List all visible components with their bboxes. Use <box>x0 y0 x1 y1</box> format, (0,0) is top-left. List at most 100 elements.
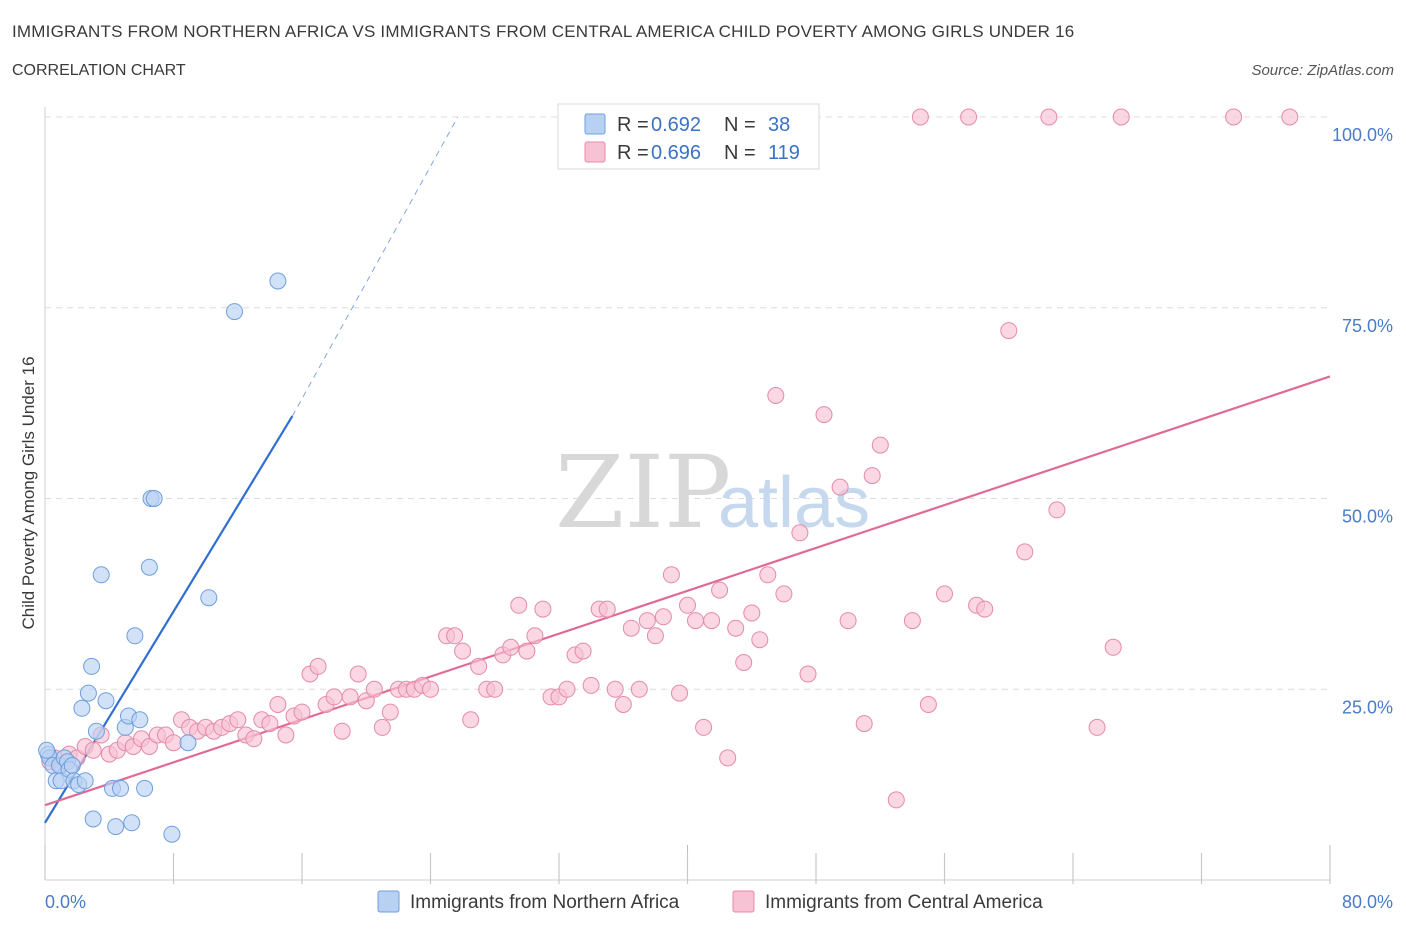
point-pink-80 <box>687 612 704 630</box>
point-pink-116 <box>1281 108 1299 126</box>
point-pink-50 <box>446 627 464 645</box>
point-pink-73 <box>630 680 648 698</box>
legend-n-value-2: 119 <box>768 142 800 164</box>
point-pink-92 <box>791 524 809 542</box>
point-blue-29 <box>140 558 158 576</box>
point-pink-75 <box>646 627 664 645</box>
point-pink-55 <box>486 680 504 698</box>
point-pink-69 <box>598 600 616 618</box>
point-blue-26 <box>126 627 144 645</box>
point-pink-71 <box>614 696 632 713</box>
series-legend-swatch-pink <box>732 890 755 913</box>
legend-r-label-1: R = <box>617 114 649 136</box>
point-pink-64 <box>558 680 576 698</box>
point-pink-95 <box>831 478 849 496</box>
point-blue-22 <box>112 779 129 797</box>
point-pink-77 <box>662 566 680 584</box>
point-blue-37 <box>38 741 56 759</box>
point-pink-105 <box>976 600 994 618</box>
point-pink-37 <box>333 722 351 740</box>
y-axis-label: Child Poverty Among Girls Under 16 <box>19 356 38 629</box>
series-legend-label-blue: Immigrants from Northern Africa <box>410 892 680 913</box>
point-pink-108 <box>1048 501 1066 519</box>
point-blue-28 <box>136 779 154 797</box>
point-pink-83 <box>711 581 729 599</box>
point-pink-109 <box>1088 718 1106 736</box>
point-pink-100 <box>887 791 905 809</box>
point-pink-48 <box>422 680 439 698</box>
watermark: ZIP atlas <box>555 434 870 551</box>
y-tick-label-3: 100.0% <box>1332 125 1393 145</box>
point-blue-12 <box>73 699 91 717</box>
point-pink-57 <box>502 638 520 656</box>
point-blue-16 <box>84 810 102 828</box>
point-pink-61 <box>534 600 552 618</box>
point-blue-17 <box>87 722 105 740</box>
point-blue-13 <box>76 772 94 790</box>
point-pink-89 <box>759 566 777 584</box>
point-pink-90 <box>767 387 785 404</box>
y-tick-label-1: 50.0% <box>1342 507 1393 527</box>
point-pink-78 <box>671 684 688 702</box>
legend-swatch-pink <box>584 141 606 163</box>
point-pink-74 <box>638 612 656 630</box>
point-blue-19 <box>97 692 115 710</box>
point-pink-16 <box>165 734 182 752</box>
legend-r-label-2: R = <box>617 142 649 164</box>
point-pink-106 <box>1000 322 1018 340</box>
point-pink-113 <box>1040 108 1058 126</box>
point-blue-18 <box>92 566 110 584</box>
point-pink-32 <box>293 703 311 721</box>
point-pink-28 <box>261 715 279 733</box>
point-pink-41 <box>365 680 383 698</box>
point-pink-60 <box>526 627 544 645</box>
chart-subtitle: CORRELATION CHART <box>12 62 186 79</box>
point-pink-103 <box>936 585 953 603</box>
point-pink-82 <box>703 612 721 630</box>
point-pink-6 <box>84 741 102 759</box>
point-pink-94 <box>815 406 833 424</box>
point-pink-111 <box>911 108 929 126</box>
point-pink-85 <box>727 619 745 637</box>
point-pink-114 <box>1112 108 1130 126</box>
point-pink-81 <box>695 718 713 736</box>
point-pink-59 <box>518 642 536 660</box>
chart-title: IMMIGRANTS FROM NORTHERN AFRICA VS IMMIG… <box>12 22 1075 41</box>
point-pink-53 <box>470 657 488 675</box>
point-pink-97 <box>855 715 873 733</box>
trendline-blue-extension <box>291 116 459 417</box>
point-pink-72 <box>622 619 640 637</box>
point-pink-112 <box>960 108 978 126</box>
point-blue-9 <box>63 757 81 774</box>
legend-n-value-1: 38 <box>768 114 790 136</box>
point-pink-51 <box>454 642 472 660</box>
point-blue-14 <box>79 684 97 702</box>
legend-r-value-2: 0.696 <box>651 142 701 164</box>
point-pink-39 <box>349 665 367 683</box>
point-pink-107 <box>1016 543 1034 561</box>
point-pink-99 <box>871 436 889 454</box>
point-blue-33 <box>179 734 197 752</box>
legend-n-label-1: N = <box>724 114 756 136</box>
point-pink-110 <box>1104 638 1122 656</box>
source-credit: Source: ZipAtlas.com <box>1251 62 1394 79</box>
point-blue-31 <box>145 490 163 507</box>
point-pink-29 <box>269 696 287 713</box>
point-pink-66 <box>574 642 592 660</box>
point-pink-102 <box>919 696 937 713</box>
y-tick-label-2: 75.0% <box>1342 316 1393 336</box>
point-pink-101 <box>903 612 921 630</box>
point-blue-36 <box>269 272 287 290</box>
point-blue-15 <box>83 657 101 675</box>
point-pink-24 <box>229 711 247 729</box>
point-blue-27 <box>131 711 149 729</box>
x-tick-label-0: 0.0% <box>45 892 86 912</box>
point-pink-52 <box>462 711 480 729</box>
point-blue-32 <box>163 825 181 843</box>
series-legend-swatch-blue <box>377 890 400 913</box>
legend-swatch-blue <box>584 113 606 135</box>
point-pink-91 <box>775 585 793 603</box>
watermark-zip: ZIP <box>555 434 731 551</box>
point-pink-115 <box>1225 108 1243 126</box>
legend-r-value-1: 0.692 <box>651 114 701 136</box>
